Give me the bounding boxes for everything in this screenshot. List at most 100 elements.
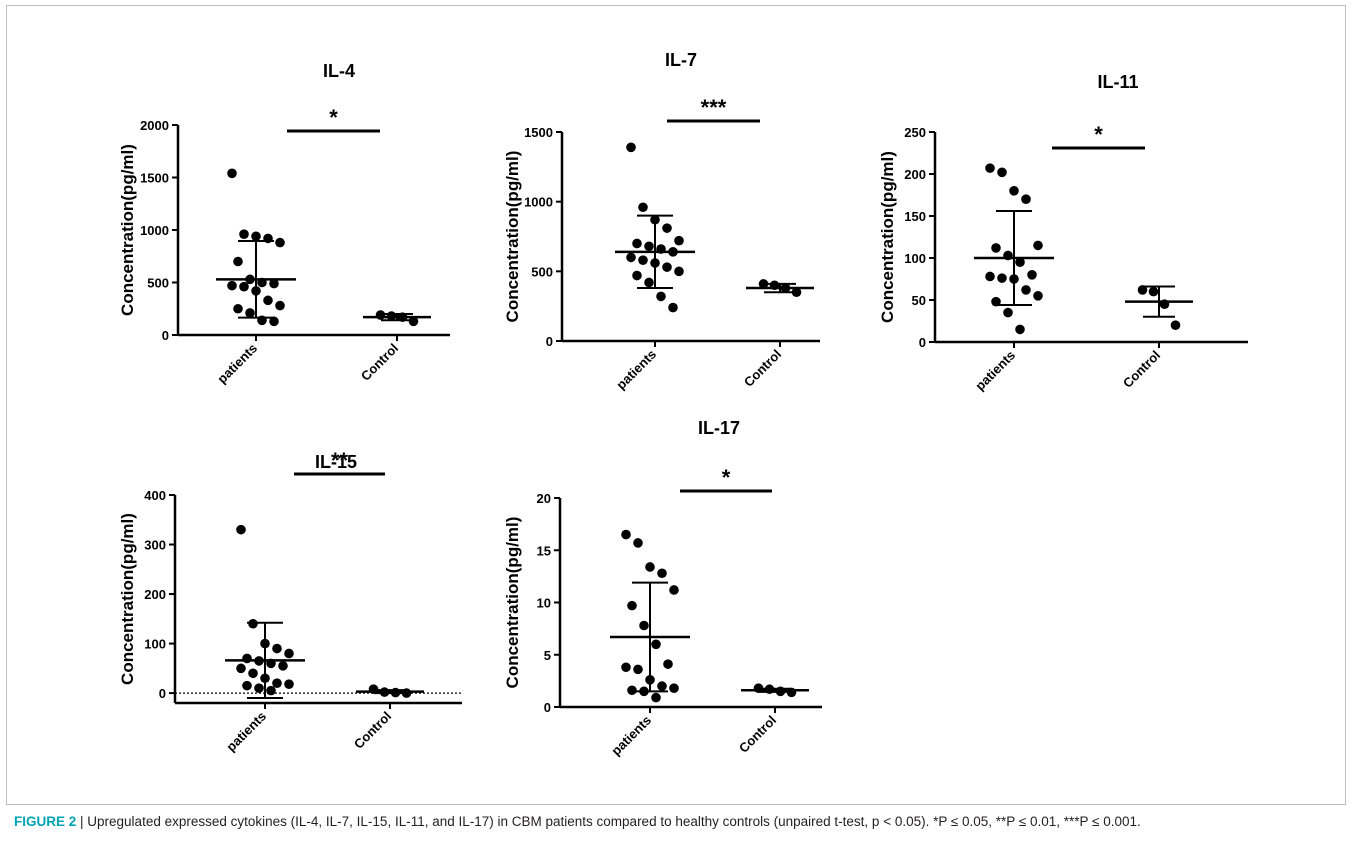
series-control xyxy=(356,684,424,698)
data-point xyxy=(269,316,279,327)
data-point xyxy=(644,241,654,252)
caption-label: FIGURE 2 xyxy=(14,814,77,829)
data-point xyxy=(663,659,673,669)
data-point xyxy=(245,308,255,318)
data-point xyxy=(633,664,643,675)
data-point xyxy=(239,281,249,292)
y-tick-label: 500 xyxy=(147,276,169,291)
data-point xyxy=(242,680,252,691)
data-point xyxy=(1015,257,1025,268)
data-point xyxy=(632,238,642,249)
significance-stars: *** xyxy=(701,95,727,120)
series-patients xyxy=(216,168,296,327)
data-point xyxy=(269,278,279,289)
y-tick-label: 10 xyxy=(537,596,551,611)
data-point xyxy=(985,163,995,173)
caption-text: Upregulated expressed cytokines (IL-4, I… xyxy=(87,814,1141,829)
data-point xyxy=(669,585,679,595)
series-control xyxy=(741,683,809,698)
y-tick-label: 500 xyxy=(531,264,553,279)
data-point xyxy=(242,653,252,664)
data-point xyxy=(674,235,684,246)
data-point xyxy=(668,302,678,313)
chart-title: IL-7 xyxy=(665,50,697,70)
y-axis-label: Concentration(pg/ml) xyxy=(503,151,522,323)
y-tick-label: 200 xyxy=(144,587,166,602)
y-tick-label: 15 xyxy=(537,543,551,558)
data-point xyxy=(638,255,648,265)
chart-title: IL-17 xyxy=(698,418,740,438)
chart-title: IL-15 xyxy=(315,452,357,472)
data-point xyxy=(1170,320,1181,331)
y-axis-label: Concentration(pg/ml) xyxy=(878,151,897,323)
data-point xyxy=(639,620,649,631)
data-point xyxy=(662,223,672,233)
series-control xyxy=(1125,285,1193,331)
data-point xyxy=(1033,291,1043,301)
chart-title: IL-11 xyxy=(1097,72,1138,92)
data-point xyxy=(227,168,237,179)
data-point xyxy=(1027,270,1037,280)
category-label: patients xyxy=(972,348,1018,394)
data-point xyxy=(233,256,243,267)
data-point xyxy=(626,252,636,263)
data-point xyxy=(236,663,246,674)
category-label: Control xyxy=(358,341,401,384)
y-tick-label: 5 xyxy=(544,648,551,663)
data-point xyxy=(656,291,666,302)
data-point xyxy=(758,279,769,289)
data-point xyxy=(272,643,282,654)
data-point xyxy=(638,202,648,213)
data-point xyxy=(254,683,264,693)
y-tick-label: 250 xyxy=(904,125,926,140)
data-point xyxy=(251,231,261,242)
series-patients xyxy=(615,142,695,313)
category-label: patients xyxy=(214,341,260,387)
data-point xyxy=(227,280,237,291)
data-point xyxy=(236,524,246,535)
data-point xyxy=(278,661,288,671)
data-point xyxy=(233,303,243,314)
data-point xyxy=(627,685,637,696)
category-label: Control xyxy=(1120,348,1163,391)
y-tick-label: 150 xyxy=(904,209,926,224)
chart-il-4: IL-4 * 0 500 1000 1500 2000Concentration(pg/ml… xyxy=(118,61,450,386)
data-point xyxy=(284,648,294,659)
figure-frame xyxy=(6,5,1346,805)
data-point xyxy=(248,668,258,679)
data-point xyxy=(1021,285,1031,295)
data-point xyxy=(997,167,1007,178)
y-tick-label: 100 xyxy=(904,251,926,266)
data-point xyxy=(644,277,654,288)
y-tick-label: 100 xyxy=(144,637,166,652)
data-point xyxy=(1021,194,1031,204)
chart-il-15: IL-15** 0 100 200 300 400 Concentration(pg/ml)… xyxy=(118,448,462,754)
y-tick-label: 2000 xyxy=(140,118,169,133)
data-point xyxy=(263,295,273,306)
data-point xyxy=(632,270,642,281)
data-point xyxy=(1015,324,1025,335)
y-tick-label: 200 xyxy=(904,167,926,182)
figure-plots: IL-4*0500100015002000Concentration(pg/ml… xyxy=(118,50,1248,758)
data-point xyxy=(1033,240,1043,251)
chart-il-17: IL-17 * 0 5 10 15 20 Concentration(pg/ml) patien… xyxy=(503,418,822,758)
data-point xyxy=(408,316,419,327)
series-patients xyxy=(610,529,690,703)
significance-stars: * xyxy=(1094,122,1103,147)
data-point xyxy=(1003,307,1013,318)
y-axis-label: Concentration(pg/ml) xyxy=(118,513,137,685)
data-point xyxy=(1148,286,1159,297)
data-point xyxy=(626,142,636,153)
data-point xyxy=(621,662,631,673)
data-point xyxy=(275,237,285,248)
data-point xyxy=(375,310,386,320)
y-axis-label: Concentration(pg/ml) xyxy=(503,517,522,689)
data-point xyxy=(651,692,661,703)
y-axis-label: Concentration(pg/ml) xyxy=(118,144,137,316)
data-point xyxy=(662,262,672,272)
y-tick-label: 0 xyxy=(159,686,166,701)
data-point xyxy=(669,683,679,693)
data-point xyxy=(272,678,282,688)
y-tick-label: 1500 xyxy=(140,171,169,186)
data-point xyxy=(674,266,684,277)
